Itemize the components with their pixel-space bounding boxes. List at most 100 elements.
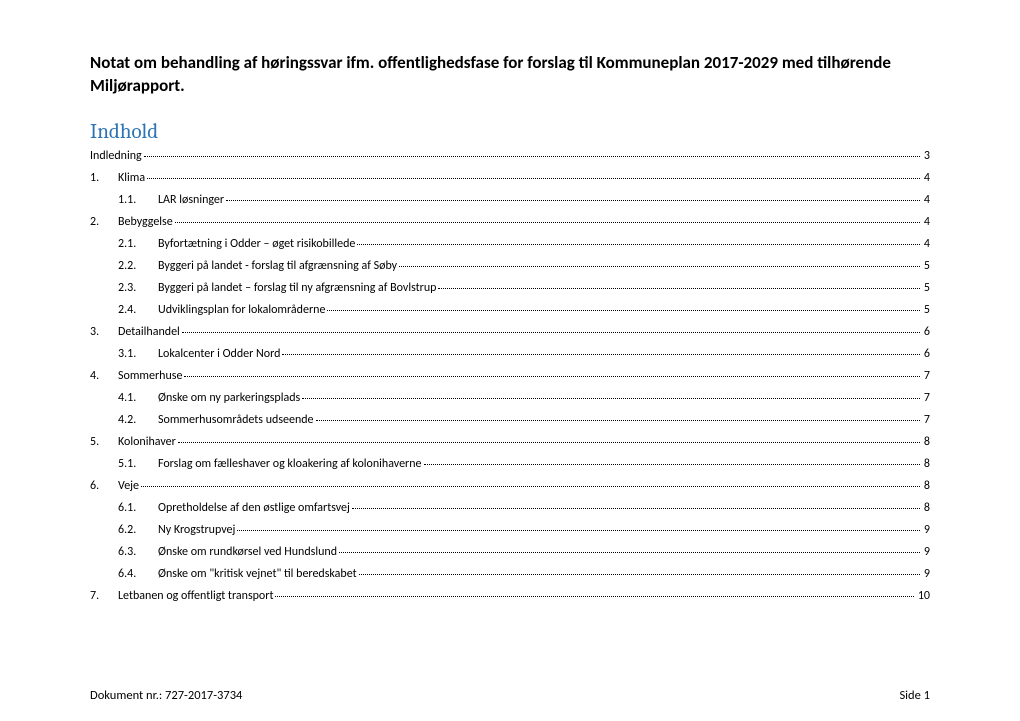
toc-entry[interactable]: 1.Klima 4 — [90, 172, 930, 184]
toc-entry[interactable]: 1.1.LAR løsninger 4 — [90, 194, 930, 206]
toc-entry[interactable]: 4.Sommerhuse 7 — [90, 370, 930, 382]
toc-entry[interactable]: 2.3.Byggeri på landet – forslag til ny a… — [90, 282, 930, 294]
document-number: Dokument nr.: 727-2017-3734 — [90, 688, 242, 703]
toc-entry-number: 2.1. — [118, 238, 158, 250]
toc-entry-label: Detailhandel — [118, 326, 180, 338]
toc-entry-number: 6.1. — [118, 502, 158, 514]
toc-leader-dots — [357, 236, 920, 244]
toc-entry[interactable]: 6.4.Ønske om "kritisk vejnet" til bereds… — [90, 568, 930, 580]
toc-entry-label: LAR løsninger — [158, 194, 224, 206]
toc-entry-page: 5 — [922, 304, 930, 316]
toc-entry-label: Forslag om fælleshaver og kloakering af … — [158, 458, 422, 470]
toc-entry[interactable]: 6.3.Ønske om rundkørsel ved Hundslund 9 — [90, 546, 930, 558]
toc-entry-label: Opretholdelse af den østlige omfartsvej — [158, 502, 350, 514]
toc-entry[interactable]: 6.2.Ny Krogstrupvej 9 — [90, 524, 930, 536]
toc-entry-page: 8 — [922, 436, 930, 448]
toc-entry-label: Byfortætning i Odder – øget risikobilled… — [158, 238, 355, 250]
toc-entry[interactable]: 2.2.Byggeri på landet - forslag til afgr… — [90, 260, 930, 272]
page-footer: Dokument nr.: 727-2017-3734 Side 1 — [90, 688, 930, 703]
toc-entry-number: 2.4. — [118, 304, 158, 316]
toc-leader-dots — [352, 500, 920, 508]
toc-entry-label: Bebyggelse — [118, 216, 173, 228]
toc-entry[interactable]: Indledning3 — [90, 150, 930, 162]
toc-leader-dots — [141, 478, 920, 486]
toc-entry-page: 9 — [922, 546, 930, 558]
toc-entry-page: 7 — [922, 414, 930, 426]
toc-entry-page: 8 — [922, 480, 930, 492]
toc-entry-label: Ny Krogstrupvej — [158, 524, 235, 536]
toc-entry-page: 4 — [922, 216, 930, 228]
toc-entry-page: 8 — [922, 458, 930, 470]
toc-entry-number: 2.3. — [118, 282, 158, 294]
toc-entry-number: 2.2. — [118, 260, 158, 272]
toc-entry[interactable]: 4.2.Sommerhusområdets udseende7 — [90, 414, 930, 426]
toc-entry-label: Ønske om "kritisk vejnet" til beredskabe… — [158, 568, 357, 580]
toc-leader-dots — [399, 258, 920, 266]
table-of-contents: Indledning31.Klima41.1.LAR løsninger42.B… — [90, 150, 930, 602]
toc-leader-dots — [275, 588, 913, 596]
toc-leader-dots — [237, 522, 920, 530]
toc-entry-page: 7 — [922, 370, 930, 382]
toc-entry-page: 9 — [922, 524, 930, 536]
toc-entry-label: Udviklingsplan for lokalområderne — [158, 304, 325, 316]
toc-leader-dots — [182, 324, 920, 332]
toc-entry[interactable]: 7.Letbanen og offentligt transport10 — [90, 590, 930, 602]
toc-leader-dots — [184, 368, 919, 376]
toc-entry-page: 4 — [922, 172, 930, 184]
toc-heading: Indhold — [90, 120, 930, 144]
toc-entry-label: Klima — [118, 172, 145, 184]
toc-leader-dots — [438, 280, 919, 288]
toc-leader-dots — [359, 566, 920, 574]
toc-entry-page: 7 — [922, 392, 930, 404]
toc-entry-label: Kolonihaver — [118, 436, 176, 448]
toc-entry-number: 5. — [90, 436, 118, 448]
toc-entry-page: 6 — [922, 326, 930, 338]
toc-entry-page: 4 — [922, 194, 930, 206]
toc-entry-number: 6. — [90, 480, 118, 492]
toc-entry-page: 5 — [922, 260, 930, 272]
toc-leader-dots — [178, 434, 920, 442]
toc-leader-dots — [339, 544, 920, 552]
toc-entry[interactable]: 5.Kolonihaver 8 — [90, 436, 930, 448]
toc-entry-page: 10 — [916, 590, 930, 602]
toc-leader-dots — [144, 148, 920, 156]
toc-entry-number: 1.1. — [118, 194, 158, 206]
toc-leader-dots — [316, 412, 920, 420]
toc-entry-page: 9 — [922, 568, 930, 580]
toc-entry-number: 1. — [90, 172, 118, 184]
toc-entry-number: 3.1. — [118, 348, 158, 360]
toc-entry-label: Byggeri på landet - forslag til afgrænsn… — [158, 260, 397, 272]
toc-leader-dots — [282, 346, 919, 354]
toc-entry-label: Veje — [118, 480, 139, 492]
toc-entry-page: 6 — [922, 348, 930, 360]
toc-entry[interactable]: 2.1.Byfortætning i Odder – øget risikobi… — [90, 238, 930, 250]
toc-entry-number: 6.4. — [118, 568, 158, 580]
toc-entry-number: 4. — [90, 370, 118, 382]
toc-entry-label: Sommerhusområdets udseende — [158, 414, 314, 426]
toc-entry[interactable]: 6.Veje 8 — [90, 480, 930, 492]
toc-entry-number: 6.3. — [118, 546, 158, 558]
toc-entry-page: 5 — [922, 282, 930, 294]
toc-entry[interactable]: 2.Bebyggelse 4 — [90, 216, 930, 228]
toc-entry-label: Sommerhuse — [118, 370, 182, 382]
toc-leader-dots — [175, 214, 920, 222]
toc-entry-number: 2. — [90, 216, 118, 228]
toc-entry[interactable]: 6.1.Opretholdelse af den østlige omfarts… — [90, 502, 930, 514]
toc-leader-dots — [226, 192, 920, 200]
toc-entry-label: Ønske om rundkørsel ved Hundslund — [158, 546, 337, 558]
toc-entry[interactable]: 3.1.Lokalcenter i Odder Nord 6 — [90, 348, 930, 360]
toc-entry-label: Lokalcenter i Odder Nord — [158, 348, 280, 360]
toc-entry-number: 6.2. — [118, 524, 158, 536]
toc-entry[interactable]: 4.1.Ønske om ny parkeringsplads7 — [90, 392, 930, 404]
page-number: Side 1 — [899, 688, 930, 703]
toc-leader-dots — [327, 302, 919, 310]
toc-leader-dots — [147, 170, 920, 178]
toc-entry-page: 4 — [922, 238, 930, 250]
toc-entry-number: 3. — [90, 326, 118, 338]
toc-entry-label: Byggeri på landet – forslag til ny afgræ… — [158, 282, 436, 294]
toc-entry[interactable]: 5.1.Forslag om fælleshaver og kloakering… — [90, 458, 930, 470]
toc-entry-number: 5.1. — [118, 458, 158, 470]
toc-entry[interactable]: 3.Detailhandel 6 — [90, 326, 930, 338]
toc-leader-dots — [424, 456, 920, 464]
toc-entry[interactable]: 2.4.Udviklingsplan for lokalområderne 5 — [90, 304, 930, 316]
